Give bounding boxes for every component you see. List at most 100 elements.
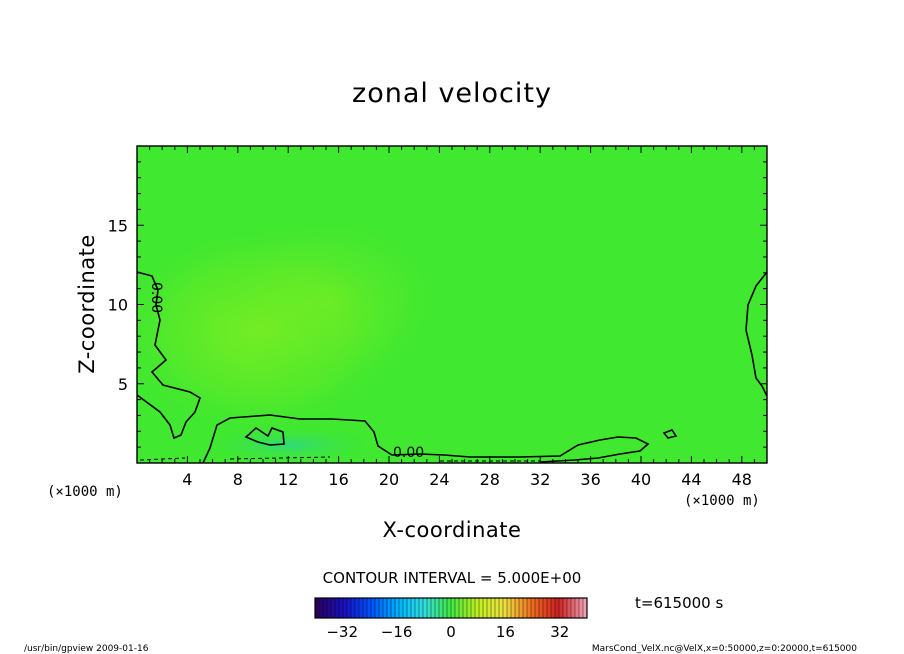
colorbar-cell <box>459 598 464 618</box>
colorbar-cell <box>383 598 388 618</box>
footer-right: MarsCond_VelX.nc@VelX,x=0:50000,z=0:2000… <box>592 644 857 654</box>
colorbar-cell <box>407 598 412 618</box>
colorbar-cell <box>371 598 376 618</box>
colorbar-cell <box>387 598 392 618</box>
x-tick-label: 4 <box>182 470 192 489</box>
x-tick-label: 32 <box>530 470 550 489</box>
colorbar-cell <box>567 598 572 618</box>
chart-title: zonal velocity <box>352 78 552 109</box>
colorbar-tick-label: −32 <box>326 623 358 641</box>
colorbar-cell <box>423 598 428 618</box>
contour-left <box>137 271 201 440</box>
colorbar-cell <box>491 598 496 618</box>
colorbar-cell <box>583 598 588 618</box>
colorbar-cell <box>367 598 372 618</box>
x-tick-label: 20 <box>379 470 399 489</box>
colorbar-cell <box>455 598 460 618</box>
x-axis-label: X-coordinate <box>383 518 522 542</box>
colorbar-tick-label: 32 <box>550 623 569 641</box>
contour-closed-1 <box>244 426 285 446</box>
contour-label-bottom: 0.00 <box>393 445 424 461</box>
colorbar-cell <box>399 598 404 618</box>
zero-contours <box>137 271 767 463</box>
colorbar-cell <box>379 598 384 618</box>
colorbar-cell <box>431 598 436 618</box>
colorbar-cell <box>419 598 424 618</box>
colorbar-cell <box>403 598 408 618</box>
colorbar-tick-label: −16 <box>381 623 413 641</box>
colorbar-cell <box>347 598 352 618</box>
colorbar-cell <box>343 598 348 618</box>
colorbar-cell <box>555 598 560 618</box>
colorbar-cell <box>547 598 552 618</box>
colorbar-cell <box>339 598 344 618</box>
colorbar-cell <box>515 598 520 618</box>
contour-right <box>745 271 767 397</box>
x-tick-label: 40 <box>631 470 651 489</box>
y-tick-label: 5 <box>118 375 128 394</box>
colorbar-cell <box>411 598 416 618</box>
time-label: t=615000 s <box>635 594 723 612</box>
colorbar-cell <box>323 598 328 618</box>
colorbar-cell <box>463 598 468 618</box>
colorbar-cell <box>483 598 488 618</box>
colorbar-cell <box>499 598 504 618</box>
footer-left: /usr/bin/gpview 2009-01-16 <box>24 644 149 654</box>
colorbar-cell <box>439 598 444 618</box>
colorbar-cell <box>539 598 544 618</box>
colorbar-cell <box>335 598 340 618</box>
y-ticks: 5 10 15 <box>108 161 767 448</box>
colorbar-cell <box>579 598 584 618</box>
colorbar-cell <box>467 598 472 618</box>
colorbar-ticks: −32 −16 0 16 32 <box>326 623 569 641</box>
x-tick-label: 8 <box>233 470 243 489</box>
colorbar-cell <box>351 598 356 618</box>
colorbar-cell <box>451 598 456 618</box>
colorbar-cell <box>315 598 320 618</box>
y-axis-label: Z-coordinate <box>75 234 99 374</box>
colorbar-cell <box>563 598 568 618</box>
x-ticks: 4 8 12 16 20 24 28 32 36 40 44 48 <box>149 146 755 489</box>
colorbar-cell <box>519 598 524 618</box>
colorbar-tick-label: 0 <box>446 623 456 641</box>
colorbar-cell <box>523 598 528 618</box>
colorbar-cell <box>543 598 548 618</box>
colorbar-cell <box>355 598 360 618</box>
x-tick-label: 24 <box>429 470 449 489</box>
colorbar-cell <box>575 598 580 618</box>
colorbar-cell <box>559 598 564 618</box>
colorbar-cell <box>319 598 324 618</box>
contour-bottom <box>202 414 650 463</box>
colorbar-cell <box>535 598 540 618</box>
plot-field: 0.00 0.00 <box>137 146 767 463</box>
colorbar-tick-label: 16 <box>496 623 515 641</box>
x-tick-label: 28 <box>480 470 500 489</box>
colorbar-cell <box>495 598 500 618</box>
colorbar-cell <box>327 598 332 618</box>
colorbar-frame <box>314 597 588 619</box>
y-tick-label: 10 <box>108 296 128 315</box>
negative-velocity-region <box>195 425 385 463</box>
colorbar-cell <box>447 598 452 618</box>
y-tick-label: 15 <box>108 216 128 235</box>
colorbar-cell <box>503 598 508 618</box>
colorbar-cell <box>415 598 420 618</box>
x-tick-label: 36 <box>580 470 600 489</box>
colorbar-cell <box>487 598 492 618</box>
colorbar-cell <box>331 598 336 618</box>
x-unit-left: (×1000 m) <box>47 484 123 500</box>
colorbar-cell <box>551 598 556 618</box>
colorbar-cell <box>531 598 536 618</box>
colorbar-cell <box>475 598 480 618</box>
colorbar-cell <box>571 598 576 618</box>
colorbar-cell <box>527 598 532 618</box>
colorbar-cell <box>507 598 512 618</box>
colorbar-cell <box>395 598 400 618</box>
contour-label-left: 0.00 <box>148 282 164 313</box>
colorbar-cell <box>391 598 396 618</box>
x-tick-label: 16 <box>328 470 348 489</box>
colorbar-cell <box>443 598 448 618</box>
colorbar-cell <box>375 598 380 618</box>
colorbar-cell <box>479 598 484 618</box>
contour-closed-2 <box>662 429 678 439</box>
